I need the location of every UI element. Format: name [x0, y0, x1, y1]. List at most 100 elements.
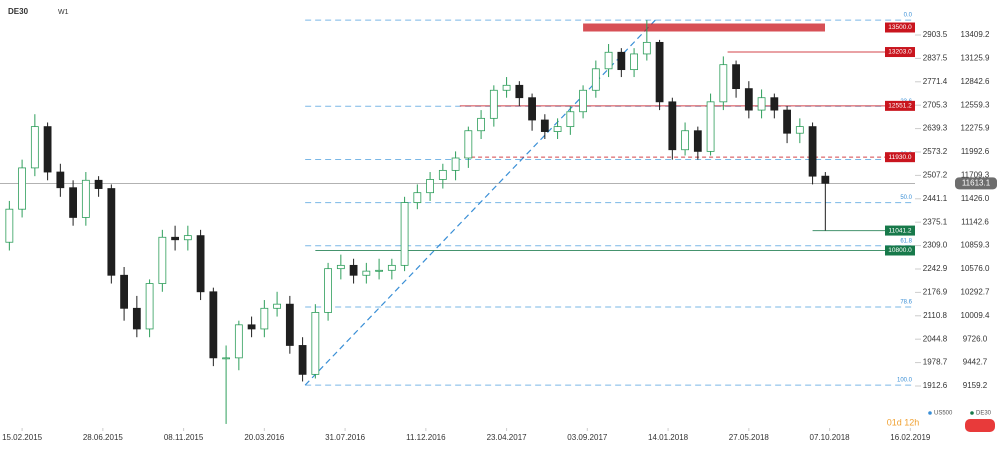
- symbol[interactable]: DE30: [8, 7, 29, 16]
- y2-tick-label: 1912.6: [923, 381, 948, 390]
- fib-label: 100.0: [897, 378, 913, 384]
- level-label: 13500.0: [888, 24, 912, 31]
- last-price-label: 11613.1: [962, 178, 991, 187]
- candle-body: [719, 64, 728, 103]
- level-label: 11930.0: [888, 154, 911, 161]
- level-box: [885, 225, 915, 236]
- candle-body: [69, 187, 77, 218]
- candle-body: [795, 126, 804, 134]
- candle-body: [196, 235, 205, 293]
- candle-body: [183, 235, 192, 241]
- candle-body: [706, 101, 715, 152]
- candle-body: [234, 324, 243, 359]
- legend-marker: [928, 411, 932, 415]
- x-tick-label: 23.04.2017: [487, 433, 528, 442]
- legend-label: DE30: [976, 411, 992, 417]
- y-tick-label: 13409.2: [961, 30, 990, 39]
- candle-body: [451, 157, 460, 171]
- candle-body: [630, 53, 638, 71]
- y2-tick-label: 2375.1: [923, 217, 948, 226]
- fib-label: 0.0: [904, 13, 913, 19]
- x-tick-label: 28.06.2015: [83, 433, 124, 442]
- candle-body: [375, 269, 383, 272]
- candle-body: [222, 357, 230, 360]
- candle-body: [744, 88, 753, 111]
- trade-button[interactable]: [965, 419, 995, 432]
- y-tick-label: 12842.6: [961, 77, 990, 86]
- candle-body: [94, 179, 103, 189]
- y-tick-label: 11709.3: [961, 171, 990, 180]
- candle-body: [579, 89, 587, 113]
- x-tick-label: 27.05.2018: [729, 433, 770, 442]
- legend-marker: [970, 411, 974, 415]
- candle-body: [145, 283, 154, 330]
- level-box: [885, 22, 915, 33]
- y2-tick-label: 2441.1: [923, 194, 948, 203]
- x-tick-label: 07.10.2018: [810, 433, 851, 442]
- y2-tick-label: 2044.8: [923, 334, 948, 343]
- level-box: [885, 152, 915, 163]
- candle-body: [81, 179, 90, 218]
- fib-label: 78.6: [900, 300, 912, 306]
- x-tick-label: 31.07.2016: [325, 433, 366, 442]
- y-tick-label: 9726.0: [963, 334, 988, 343]
- x-tick-label: 14.01.2018: [648, 433, 689, 442]
- y2-tick-label: 2705.3: [923, 100, 948, 109]
- x-tick-label: 11.12.2016: [406, 433, 446, 442]
- level-label: 13203.0: [888, 49, 912, 56]
- y2-tick-label: 2837.5: [923, 53, 948, 62]
- candle-body: [783, 109, 791, 134]
- candle-body: [56, 171, 65, 189]
- candle-body: [362, 270, 371, 276]
- y-tick-label: 11992.6: [961, 147, 990, 156]
- y-tick-label: 10292.7: [961, 287, 990, 296]
- legend-label: US500: [934, 411, 953, 417]
- candle-body: [515, 84, 524, 99]
- level-box: [885, 100, 915, 111]
- candle-body: [693, 130, 702, 152]
- candle-body: [132, 307, 141, 330]
- y2-tick-label: 2242.9: [923, 264, 948, 273]
- x-tick-label: 03.09.2017: [567, 433, 608, 442]
- candle-body: [553, 126, 562, 132]
- candle-body: [311, 312, 320, 375]
- resistance-zone: [583, 23, 825, 32]
- y2-tick-label: 2110.8: [923, 311, 947, 320]
- y2-tick-label: 2573.2: [923, 147, 948, 156]
- candle-body: [642, 41, 651, 55]
- candle-body: [273, 303, 281, 309]
- candle-body: [413, 192, 422, 203]
- candle-body: [5, 208, 14, 243]
- y-tick-label: 12559.3: [961, 100, 990, 109]
- candle-body: [209, 291, 218, 359]
- candle-body: [30, 126, 39, 169]
- candle-body: [260, 307, 269, 330]
- level-label: 10800.0: [888, 247, 912, 254]
- candle-body: [120, 274, 128, 309]
- fib-label: 50.0: [900, 195, 912, 201]
- level-label: 11041.2: [888, 227, 911, 234]
- candle-body: [171, 236, 179, 241]
- x-tick-label: 08.11.2015: [164, 433, 204, 442]
- candle-body: [387, 264, 396, 271]
- candle-body: [566, 111, 575, 128]
- y2-tick-label: 2771.4: [923, 77, 948, 86]
- level-box: [885, 245, 915, 256]
- x-tick-label: 16.02.2019: [890, 433, 931, 442]
- candle-body: [732, 64, 740, 90]
- y2-tick-label: 2176.9: [923, 287, 948, 296]
- fib-label: 61.8: [900, 238, 912, 244]
- candle-body: [247, 324, 256, 330]
- y-tick-label: 11426.0: [961, 194, 990, 203]
- y2-tick-label: 2639.3: [923, 124, 948, 133]
- timeframe[interactable]: W1: [58, 9, 69, 16]
- y-tick-label: 10576.0: [961, 264, 990, 273]
- y-tick-label: 12275.9: [961, 124, 990, 133]
- candle-body: [336, 264, 345, 270]
- x-tick-label: 20.03.2016: [244, 433, 285, 442]
- candle-body: [617, 51, 626, 71]
- countdown: 01d 12h: [887, 417, 920, 427]
- candle-body: [426, 179, 434, 194]
- candle-body: [502, 84, 511, 91]
